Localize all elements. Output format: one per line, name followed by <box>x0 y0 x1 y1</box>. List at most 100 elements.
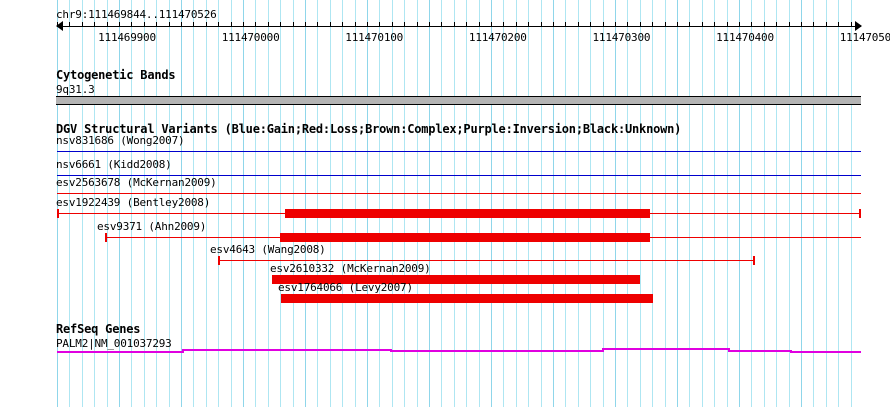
ruler-tick <box>330 22 331 27</box>
ruler-tick <box>615 22 616 27</box>
gene-segment[interactable] <box>602 348 728 350</box>
ruler-tick <box>751 22 752 27</box>
gene-segment[interactable] <box>182 349 390 351</box>
ruler-tick <box>603 22 604 27</box>
ruler-tick <box>851 22 852 27</box>
variant-end-cap <box>218 256 220 265</box>
ruler-tick <box>838 22 839 27</box>
ruler-tick <box>379 22 380 27</box>
ruler-tick <box>255 22 256 27</box>
ruler-tick <box>565 22 566 27</box>
variant-row[interactable]: nsv6661 (Kidd2008) <box>0 158 890 182</box>
ruler-tick <box>516 22 517 27</box>
ruler-tick <box>553 22 554 27</box>
variant-label: esv2610332 (McKernan2009) <box>270 262 431 275</box>
arrow-left-icon[interactable] <box>56 21 63 31</box>
variant-extent-line <box>57 193 861 194</box>
refseq-section-title: RefSeq Genes <box>56 322 141 336</box>
ruler-tick <box>94 22 95 27</box>
variant-row[interactable]: esv1764066 (Levy2007) <box>0 281 890 305</box>
ruler-tick <box>429 22 430 27</box>
ruler-tick <box>169 22 170 27</box>
gene-segment-connector <box>602 348 604 352</box>
gene-segment[interactable] <box>57 351 182 353</box>
ruler-tick <box>107 22 108 27</box>
variant-row[interactable]: esv9371 (Ahn2009) <box>0 220 890 244</box>
ruler-tick <box>714 22 715 27</box>
variant-row[interactable]: esv2610332 (McKernan2009) <box>0 262 890 286</box>
ruler-tick <box>293 22 294 27</box>
ruler-tick-label: 111470100 <box>345 31 404 44</box>
variant-extent-line <box>57 175 861 176</box>
variant-label: esv1764066 (Levy2007) <box>278 281 413 294</box>
ruler-tick-label: 111470200 <box>468 31 527 44</box>
ruler-tick-label: 111470000 <box>221 31 280 44</box>
ruler-tick <box>404 22 405 27</box>
ruler-tick <box>541 22 542 27</box>
ruler-tick <box>813 22 814 27</box>
ruler-tick-label: 111470300 <box>592 31 651 44</box>
ruler-tick <box>826 22 827 27</box>
refseq-gene-track[interactable] <box>0 345 890 361</box>
ruler-tick <box>652 22 653 27</box>
gene-segment[interactable] <box>790 351 861 353</box>
locus-text: chr9:111469844..111470526 <box>56 8 217 21</box>
dgv-section-title: DGV Structural Variants (Blue:Gain;Red:L… <box>56 122 682 136</box>
variant-extent-line <box>57 151 861 152</box>
ruler-tick <box>503 22 504 27</box>
refseq-gene-label: PALM2|NM_001037293 <box>56 337 172 350</box>
variant-label: esv4643 (Wang2008) <box>210 243 326 256</box>
variant-row[interactable]: esv1922439 (Bentley2008) <box>0 196 890 220</box>
variant-feature-bar[interactable] <box>281 294 653 303</box>
ruler-tick <box>590 22 591 27</box>
ruler-tick <box>69 22 70 27</box>
ruler-tick <box>206 22 207 27</box>
ruler-tick <box>355 22 356 27</box>
variant-feature-bar[interactable] <box>280 233 650 242</box>
ruler-tick <box>218 22 219 27</box>
ruler-tick <box>801 22 802 27</box>
ruler-tick <box>454 22 455 27</box>
ruler-tick <box>57 22 58 27</box>
ruler-tick <box>268 22 269 27</box>
variant-row[interactable]: esv4643 (Wang2008) <box>0 243 890 267</box>
ruler-axis-line <box>57 26 861 27</box>
ruler-tick <box>702 22 703 27</box>
cytoband-bar[interactable] <box>56 96 861 105</box>
ruler-tick <box>317 22 318 27</box>
variant-label: esv2563678 (McKernan2009) <box>56 176 217 189</box>
variant-label: nsv6661 (Kidd2008) <box>56 158 172 171</box>
cytogenetic-section-title: Cytogenetic Bands <box>56 68 176 82</box>
variant-label: nsv831686 (Wong2007) <box>56 134 185 147</box>
ruler-tick <box>466 22 467 27</box>
ruler-tick <box>789 22 790 27</box>
ruler-tick <box>479 22 480 27</box>
variant-end-cap <box>753 256 755 265</box>
ruler-tick <box>764 22 765 27</box>
arrow-right-icon[interactable] <box>855 21 862 31</box>
ruler-tick <box>342 22 343 27</box>
gene-segment[interactable] <box>390 350 602 352</box>
ruler-tick <box>689 22 690 27</box>
gene-segment[interactable] <box>728 350 790 352</box>
ruler-tick <box>367 22 368 27</box>
ruler-tick <box>727 22 728 27</box>
variant-feature-bar[interactable] <box>272 275 640 284</box>
ruler-tick <box>131 22 132 27</box>
ruler-tick <box>156 22 157 27</box>
variant-row[interactable]: esv2563678 (McKernan2009) <box>0 176 890 200</box>
ruler-tick-label: 111470500 <box>839 31 890 44</box>
variant-feature-bar[interactable] <box>285 209 650 218</box>
ruler-tick <box>739 22 740 27</box>
variant-label: esv9371 (Ahn2009) <box>97 220 207 233</box>
ruler-tick <box>528 22 529 27</box>
ruler-tick <box>491 22 492 27</box>
ruler-tick <box>193 22 194 27</box>
ruler-tick <box>640 22 641 27</box>
ruler-tick <box>144 22 145 27</box>
variant-end-cap <box>859 209 861 218</box>
variant-row[interactable]: nsv831686 (Wong2007) <box>0 134 890 158</box>
ruler-tick <box>677 22 678 27</box>
variant-end-cap <box>105 233 107 242</box>
